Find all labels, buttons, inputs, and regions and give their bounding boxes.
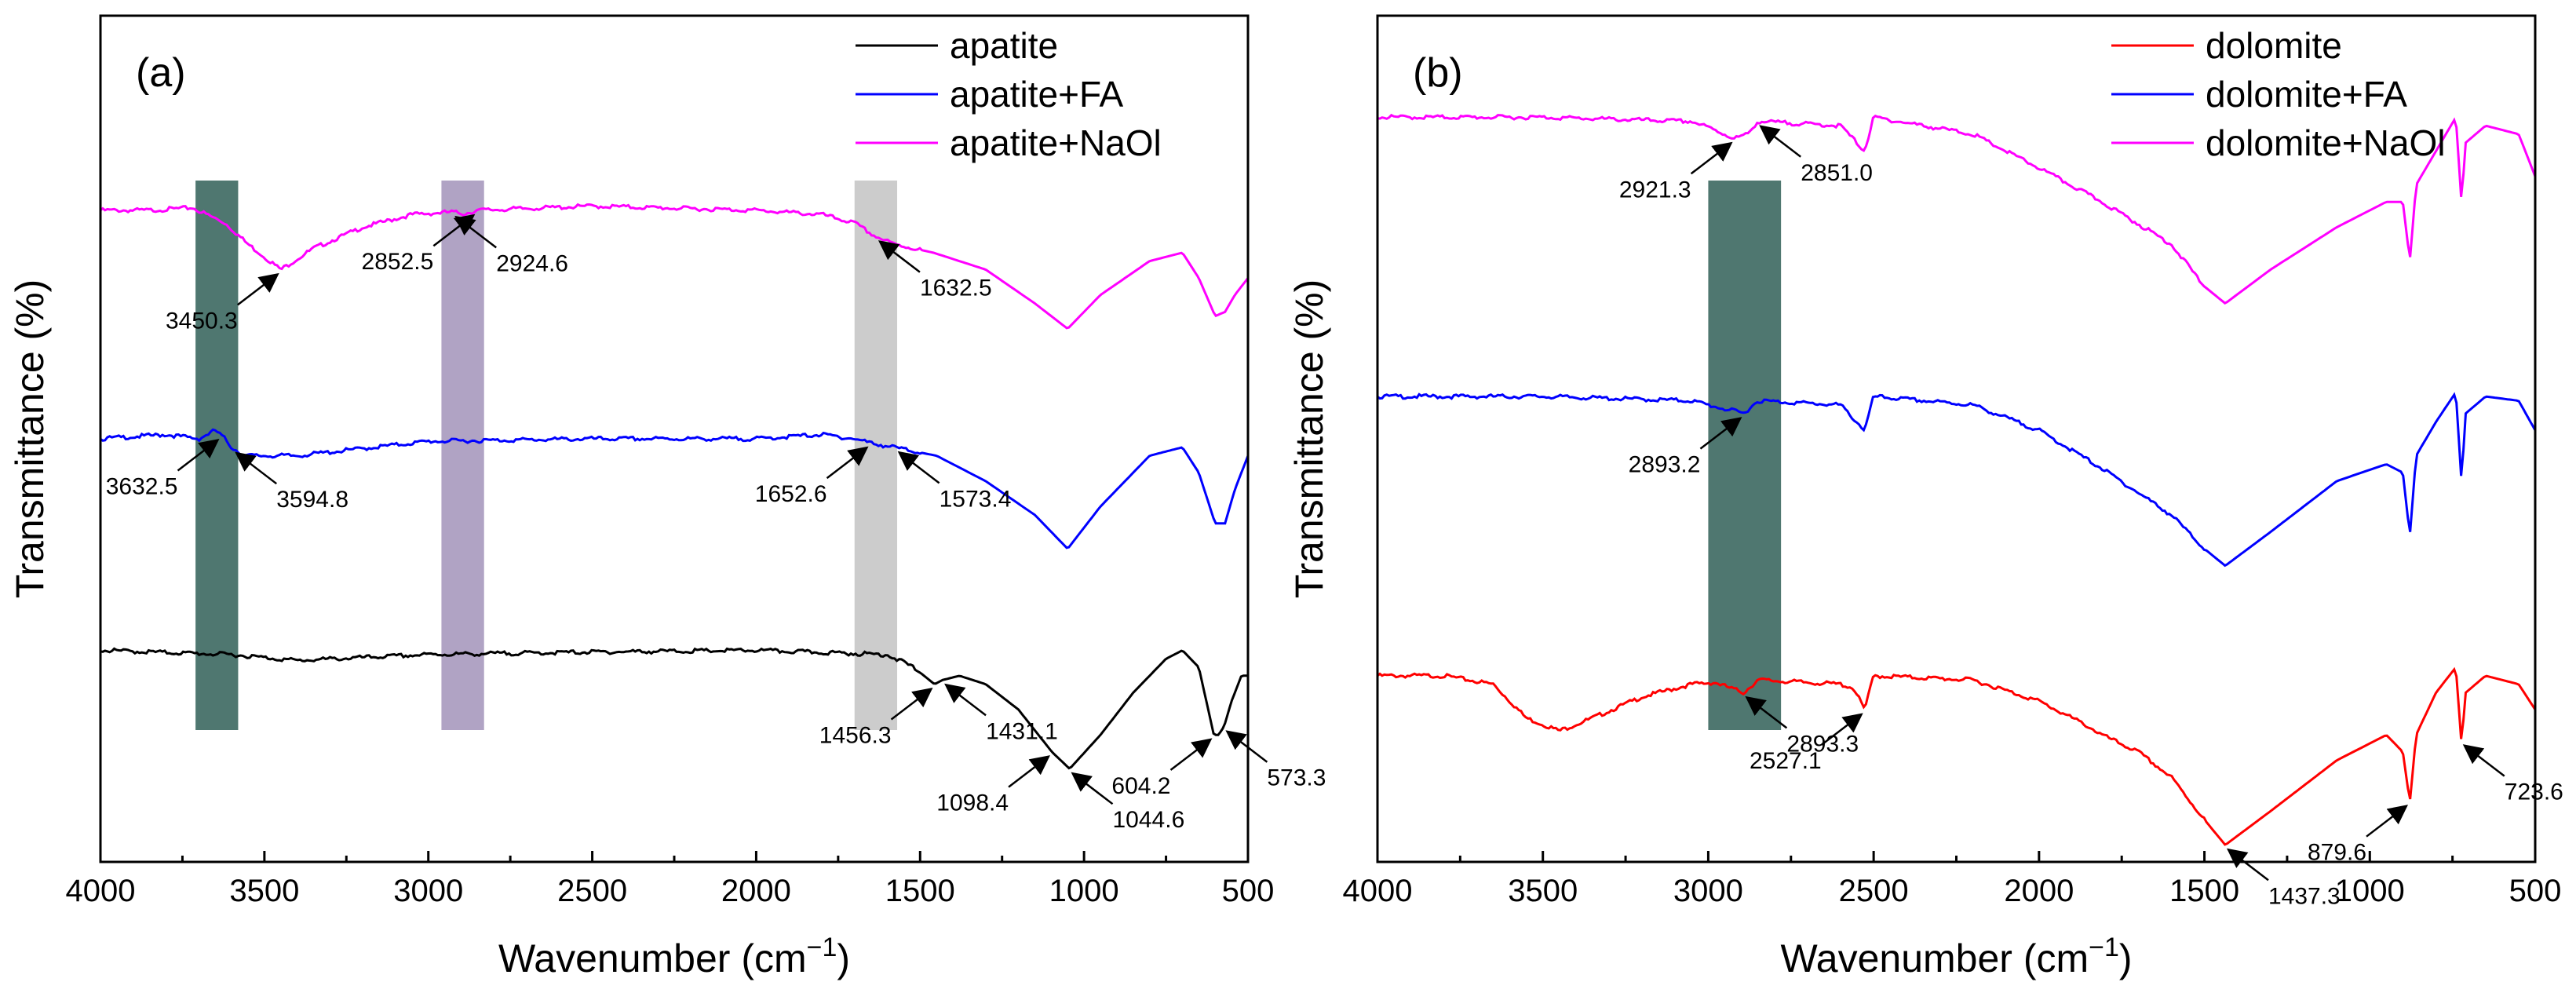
peak-annotation: 1431.1 <box>986 718 1058 744</box>
x-tick-label: 4000 <box>66 874 136 908</box>
panel-b: 4000 3500 3000 2500 2000 1500 1000 500 Wavenumbe… <box>1287 14 2563 980</box>
x-tick-label: 500 <box>1222 874 1275 908</box>
x-axis-label-text: Wavenumber (cm <box>1780 936 2089 980</box>
peak-annotation: 879.6 <box>2308 840 2366 866</box>
x-tick-label: 3000 <box>1673 874 1743 908</box>
annotation-arrow <box>897 451 940 484</box>
annotation-arrow <box>890 688 933 721</box>
peak-annotation: 1652.6 <box>755 481 827 507</box>
peak-annotation: 604.2 <box>1111 773 1170 799</box>
highlight-band <box>195 181 239 730</box>
annotation-arrow <box>236 272 279 306</box>
annotation-arrow <box>432 214 476 247</box>
peak-annotation: 1098.4 <box>936 790 1009 816</box>
x-tick-label: 3500 <box>1508 874 1578 908</box>
panel-a: 4000 3500 3000 2500 2000 1500 1000 500 Wavenumbe… <box>8 14 1326 980</box>
legend-label: apatite <box>950 25 1058 66</box>
highlight-band <box>1708 181 1782 730</box>
x-axis-label-close: ) <box>837 936 850 980</box>
y-axis-label: Transmittance (%) <box>8 279 52 599</box>
x-axis-label: Wavenumber (cm−1) <box>1780 933 2132 980</box>
x-tick-label: 2500 <box>1839 874 1909 908</box>
peak-annotation: 2852.5 <box>362 249 434 275</box>
annotation-arrow <box>1690 141 1733 175</box>
peak-annotation: 573.3 <box>1267 765 1326 791</box>
x-tick-label: 2000 <box>2004 874 2074 908</box>
annotation-arrow <box>2366 805 2409 838</box>
annotation-arrow <box>944 683 987 717</box>
annotation-arrow <box>826 446 869 480</box>
y-axis-label: Transmittance (%) <box>1287 279 1331 599</box>
highlight-band <box>441 181 484 730</box>
peak-annotation: 3632.5 <box>106 474 178 500</box>
legend-label: dolomite+FA <box>2206 74 2407 115</box>
peak-annotation: 1456.3 <box>819 723 892 749</box>
x-tick-label: 500 <box>2509 874 2562 908</box>
x-tick-label: 1000 <box>2335 874 2405 908</box>
series-line-apatite-naol <box>100 203 1250 330</box>
x-axis-label-text: Wavenumber (cm <box>498 936 807 980</box>
annotation-arrow <box>2462 744 2505 777</box>
annotation-arrow <box>1820 713 1863 746</box>
annotation-arrow <box>1699 417 1742 450</box>
peak-annotation: 2893.2 <box>1629 452 1701 478</box>
peak-annotation: 2924.6 <box>496 250 568 276</box>
annotation-arrow <box>235 451 278 485</box>
x-axis-label-sup: −1 <box>2089 933 2119 962</box>
highlight-band <box>854 181 898 730</box>
x-axis-label-close: ) <box>2119 936 2133 980</box>
panel-label: (a) <box>136 50 186 96</box>
x-axis-label: Wavenumber (cm−1) <box>498 933 850 980</box>
x-tick-label: 3000 <box>393 874 463 908</box>
annotation-arrow <box>878 240 921 273</box>
peak-annotation: 3594.8 <box>276 487 348 513</box>
annotation-arrow <box>177 438 220 472</box>
x-tick-label: 4000 <box>1343 874 1413 908</box>
legend-label: apatite+FA <box>950 74 1124 115</box>
annotation-arrow <box>1169 738 1213 771</box>
legend-label: dolomite+NaOl <box>2206 122 2446 163</box>
x-tick-label: 1500 <box>2169 874 2239 908</box>
annotation-arrow <box>2227 848 2269 882</box>
peak-annotation: 1632.5 <box>920 276 992 301</box>
annotation-arrow <box>1759 125 1801 158</box>
panel-label: (b) <box>1413 50 1463 96</box>
series-line-dolomite-naol <box>1377 113 2537 305</box>
annotation-arrow <box>1745 695 1788 729</box>
x-tick-label: 1500 <box>885 874 955 908</box>
x-tick-label: 3500 <box>229 874 299 908</box>
legend-label: dolomite <box>2206 25 2342 66</box>
series-line-apatite <box>100 647 1248 770</box>
x-tick-label: 1000 <box>1049 874 1119 908</box>
series-line-dolomite <box>1377 666 2537 846</box>
annotation-arrow <box>1008 755 1051 788</box>
peak-annotation: 3450.3 <box>166 308 238 334</box>
peak-annotation: 1437.3 <box>2268 883 2341 909</box>
annotation-arrow <box>1071 772 1114 805</box>
series-line-apatite-fa <box>100 428 1250 549</box>
peak-annotation: 723.6 <box>2505 779 2563 805</box>
x-axis-label-sup: −1 <box>807 933 837 962</box>
x-tick-label: 2500 <box>557 874 627 908</box>
peak-annotation: 2527.1 <box>1750 748 1822 774</box>
peak-annotation: 2851.0 <box>1801 160 1873 186</box>
peak-annotation: 2921.3 <box>1619 177 1691 203</box>
x-tick-label: 2000 <box>721 874 791 908</box>
peak-annotation: 1573.4 <box>940 486 1012 512</box>
annotation-arrow <box>1225 730 1268 763</box>
peak-annotation: 1044.6 <box>1113 807 1185 833</box>
series-line-dolomite-fa <box>1377 392 2537 568</box>
legend-label: apatite+NaOl <box>950 122 1162 163</box>
